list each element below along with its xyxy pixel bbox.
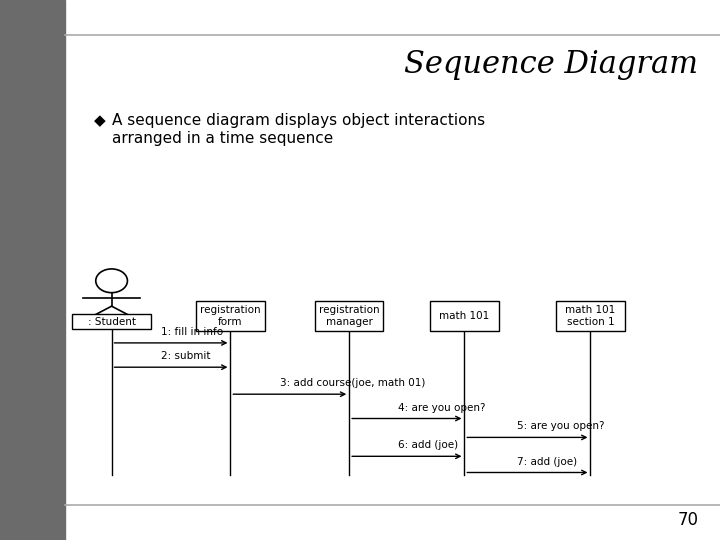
Text: 6: add (joe): 6: add (joe) (397, 440, 458, 450)
Bar (431, 301, 498, 330)
Text: math 101: math 101 (439, 311, 490, 321)
Text: 5: are you open?: 5: are you open? (518, 421, 605, 431)
Text: : Student: : Student (88, 317, 135, 327)
Bar (196, 301, 265, 330)
Text: ◆: ◆ (94, 113, 105, 129)
Text: A sequence diagram displays object interactions
arranged in a time sequence: A sequence diagram displays object inter… (112, 113, 485, 146)
Text: registration
manager: registration manager (319, 305, 379, 327)
Text: Sequence Diagram: Sequence Diagram (405, 49, 698, 79)
Text: 3: add course(joe, math 01): 3: add course(joe, math 01) (280, 378, 426, 388)
Bar (556, 301, 624, 330)
Text: 2: submit: 2: submit (161, 351, 211, 361)
Text: math 101
section 1: math 101 section 1 (565, 305, 616, 327)
Bar (315, 301, 383, 330)
Text: 4: are you open?: 4: are you open? (397, 402, 485, 413)
Text: registration
form: registration form (200, 305, 261, 327)
Text: 70: 70 (678, 511, 698, 529)
Bar (72, 314, 151, 329)
Text: 1: fill in info: 1: fill in info (161, 327, 224, 337)
Text: 7: add (joe): 7: add (joe) (518, 456, 577, 467)
